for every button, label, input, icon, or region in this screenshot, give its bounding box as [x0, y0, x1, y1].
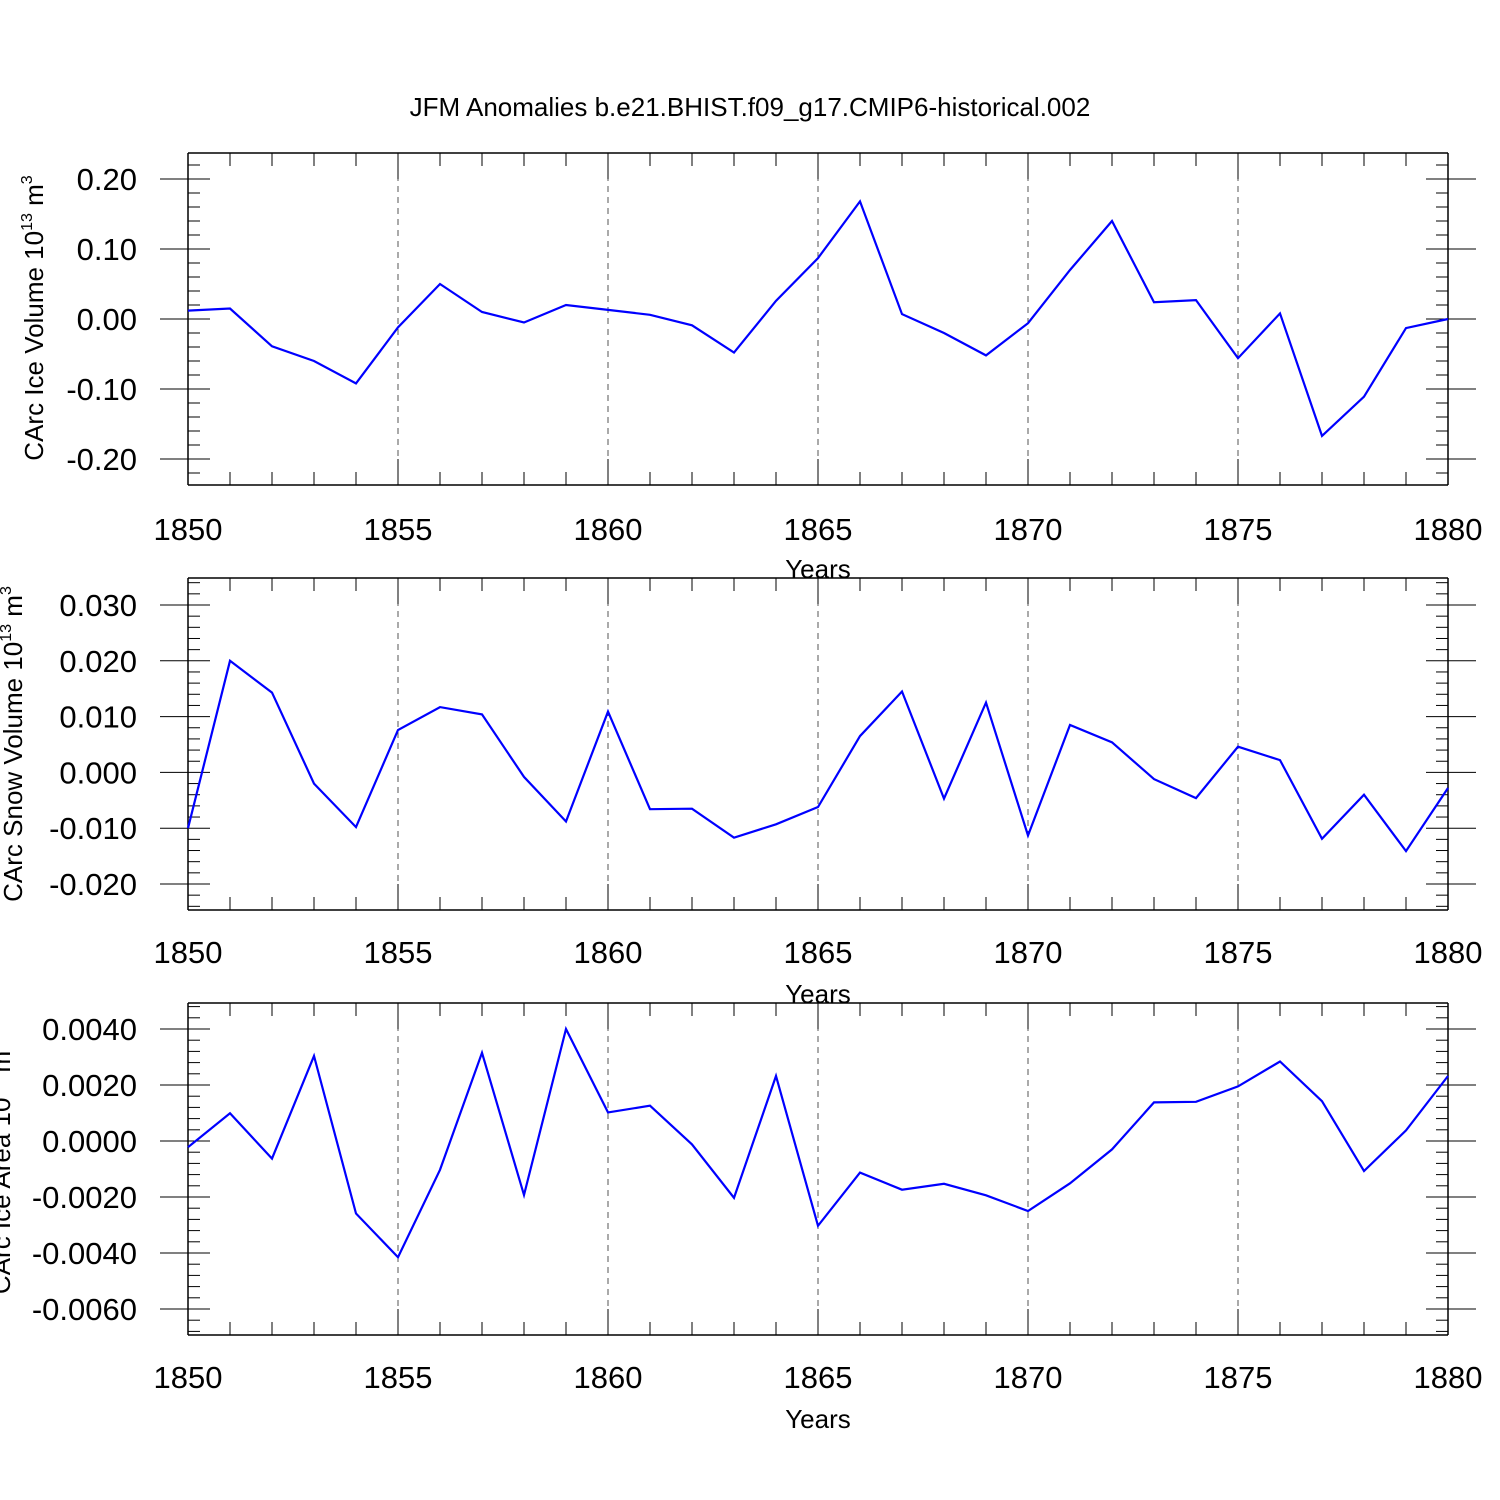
chart-2-x-tick-label: 1870: [994, 935, 1063, 970]
chart-1-y-tick-label: -0.20: [66, 442, 137, 477]
chart-3-y-tick-label: -0.0020: [32, 1180, 137, 1215]
chart-3-x-tick-label: 1850: [154, 1360, 223, 1395]
chart-3-y-tick-label: 0.0000: [42, 1124, 137, 1159]
chart-1-y-tick-label: 0.20: [77, 162, 137, 197]
chart-3-y-tick-label: -0.0060: [32, 1292, 137, 1327]
chart-3-x-tick-label: 1880: [1414, 1360, 1483, 1395]
chart-1-x-tick-label: 1855: [364, 512, 433, 547]
chart-1-x-tick-label: 1865: [784, 512, 853, 547]
chart-2-y-tick-label: -0.010: [49, 811, 137, 846]
chart-1-y-tick-label: 0.10: [77, 232, 137, 267]
chart-3-x-tick-label: 1860: [574, 1360, 643, 1395]
chart-1-x-tick-label: 1860: [574, 512, 643, 547]
chart-1-x-tick-label: 1850: [154, 512, 223, 547]
chart-3-y-tick-label: 0.0020: [42, 1068, 137, 1103]
chart-3-x-axis-label: Years: [785, 1404, 851, 1434]
chart-2-x-tick-label: 1865: [784, 935, 853, 970]
panel-2: 1850 1855 1860 1865 1870 1875 1880 -0.020 -0.010…: [0, 577, 1483, 1009]
chart-2-y-tick-label: 0.020: [59, 644, 137, 679]
chart-3-y-tick-label: -0.0040: [32, 1236, 137, 1271]
chart-1-y-tick-label: -0.10: [66, 372, 137, 407]
chart-1-y-axis-label: CArc Ice Volume 1013 m3: [19, 175, 49, 460]
chart-1-x-tick-label: 1875: [1204, 512, 1273, 547]
chart-3-x-tick-label: 1870: [994, 1360, 1063, 1395]
panel-3: 1850 1855 1860 1865 1870 1875 1880 -0.0060 -0.00…: [0, 1002, 1483, 1434]
chart-3-x-tick-label: 1865: [784, 1360, 853, 1395]
chart-2-y-tick-label: 0.000: [59, 755, 137, 790]
chart-2-x-tick-label: 1850: [154, 935, 223, 970]
chart-2-y-tick-label: 0.010: [59, 700, 137, 735]
chart-1-y-tick-label: 0.00: [77, 302, 137, 337]
chart-2-x-tick-label: 1855: [364, 935, 433, 970]
chart-2-x-tick-label: 1880: [1414, 935, 1483, 970]
chart-1-x-tick-label: 1880: [1414, 512, 1483, 547]
chart-1-x-tick-label: 1870: [994, 512, 1063, 547]
chart-title: JFM Anomalies b.e21.BHIST.f09_g17.CMIP6-…: [410, 92, 1091, 122]
chart-3-x-tick-label: 1855: [364, 1360, 433, 1395]
chart-3-y-axis-label: CArc Ice Area 1013 m2: [0, 1042, 16, 1294]
chart-3-y-tick-label: 0.0040: [42, 1012, 137, 1047]
chart-3-x-tick-label: 1875: [1204, 1360, 1273, 1395]
chart-2-y-axis-label: CArc Snow Volume 1013 m3: [0, 586, 28, 902]
panel-1: 1850 1855 1860 1865 1870 1875 1880 -0.20 -0.10 0.…: [19, 152, 1483, 584]
chart-2-x-tick-label: 1860: [574, 935, 643, 970]
chart-2-y-tick-label: 0.030: [59, 588, 137, 623]
chart-2-y-tick-label: -0.020: [49, 867, 137, 902]
chart-2-x-tick-label: 1875: [1204, 935, 1273, 970]
